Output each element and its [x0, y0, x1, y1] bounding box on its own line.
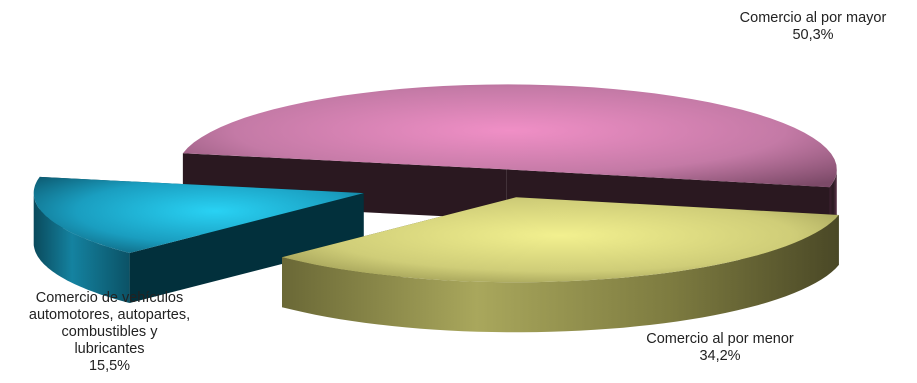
slice-label-vehiculos-value: 15,5% — [88, 358, 131, 374]
slice-menor-top — [282, 197, 839, 283]
slice-label-mayor: Comercio al por mayor 50,3% — [718, 10, 908, 44]
slice-label-vehiculos-name: Comercio de vehículos automotores, autop… — [28, 290, 191, 357]
slice-vehiculos — [33, 176, 364, 304]
slice-label-menor-name: Comercio al por menor — [646, 331, 794, 347]
slice-label-mayor-name: Comercio al por mayor — [739, 10, 887, 26]
slice-label-mayor-value: 50,3% — [792, 27, 834, 43]
slice-label-menor-value: 34,2% — [699, 348, 741, 364]
pie-slices — [33, 84, 839, 333]
slice-label-vehiculos: Comercio de vehículos automotores, autop… — [2, 290, 217, 375]
slice-mayor-top — [182, 84, 837, 188]
slice-vehiculos-top — [33, 176, 364, 253]
slice-vehiculos-side — [33, 193, 130, 303]
slice-menor-side — [282, 215, 839, 333]
slice-label-menor: Comercio al por menor 34,2% — [620, 331, 820, 365]
slice-menor — [282, 197, 839, 333]
